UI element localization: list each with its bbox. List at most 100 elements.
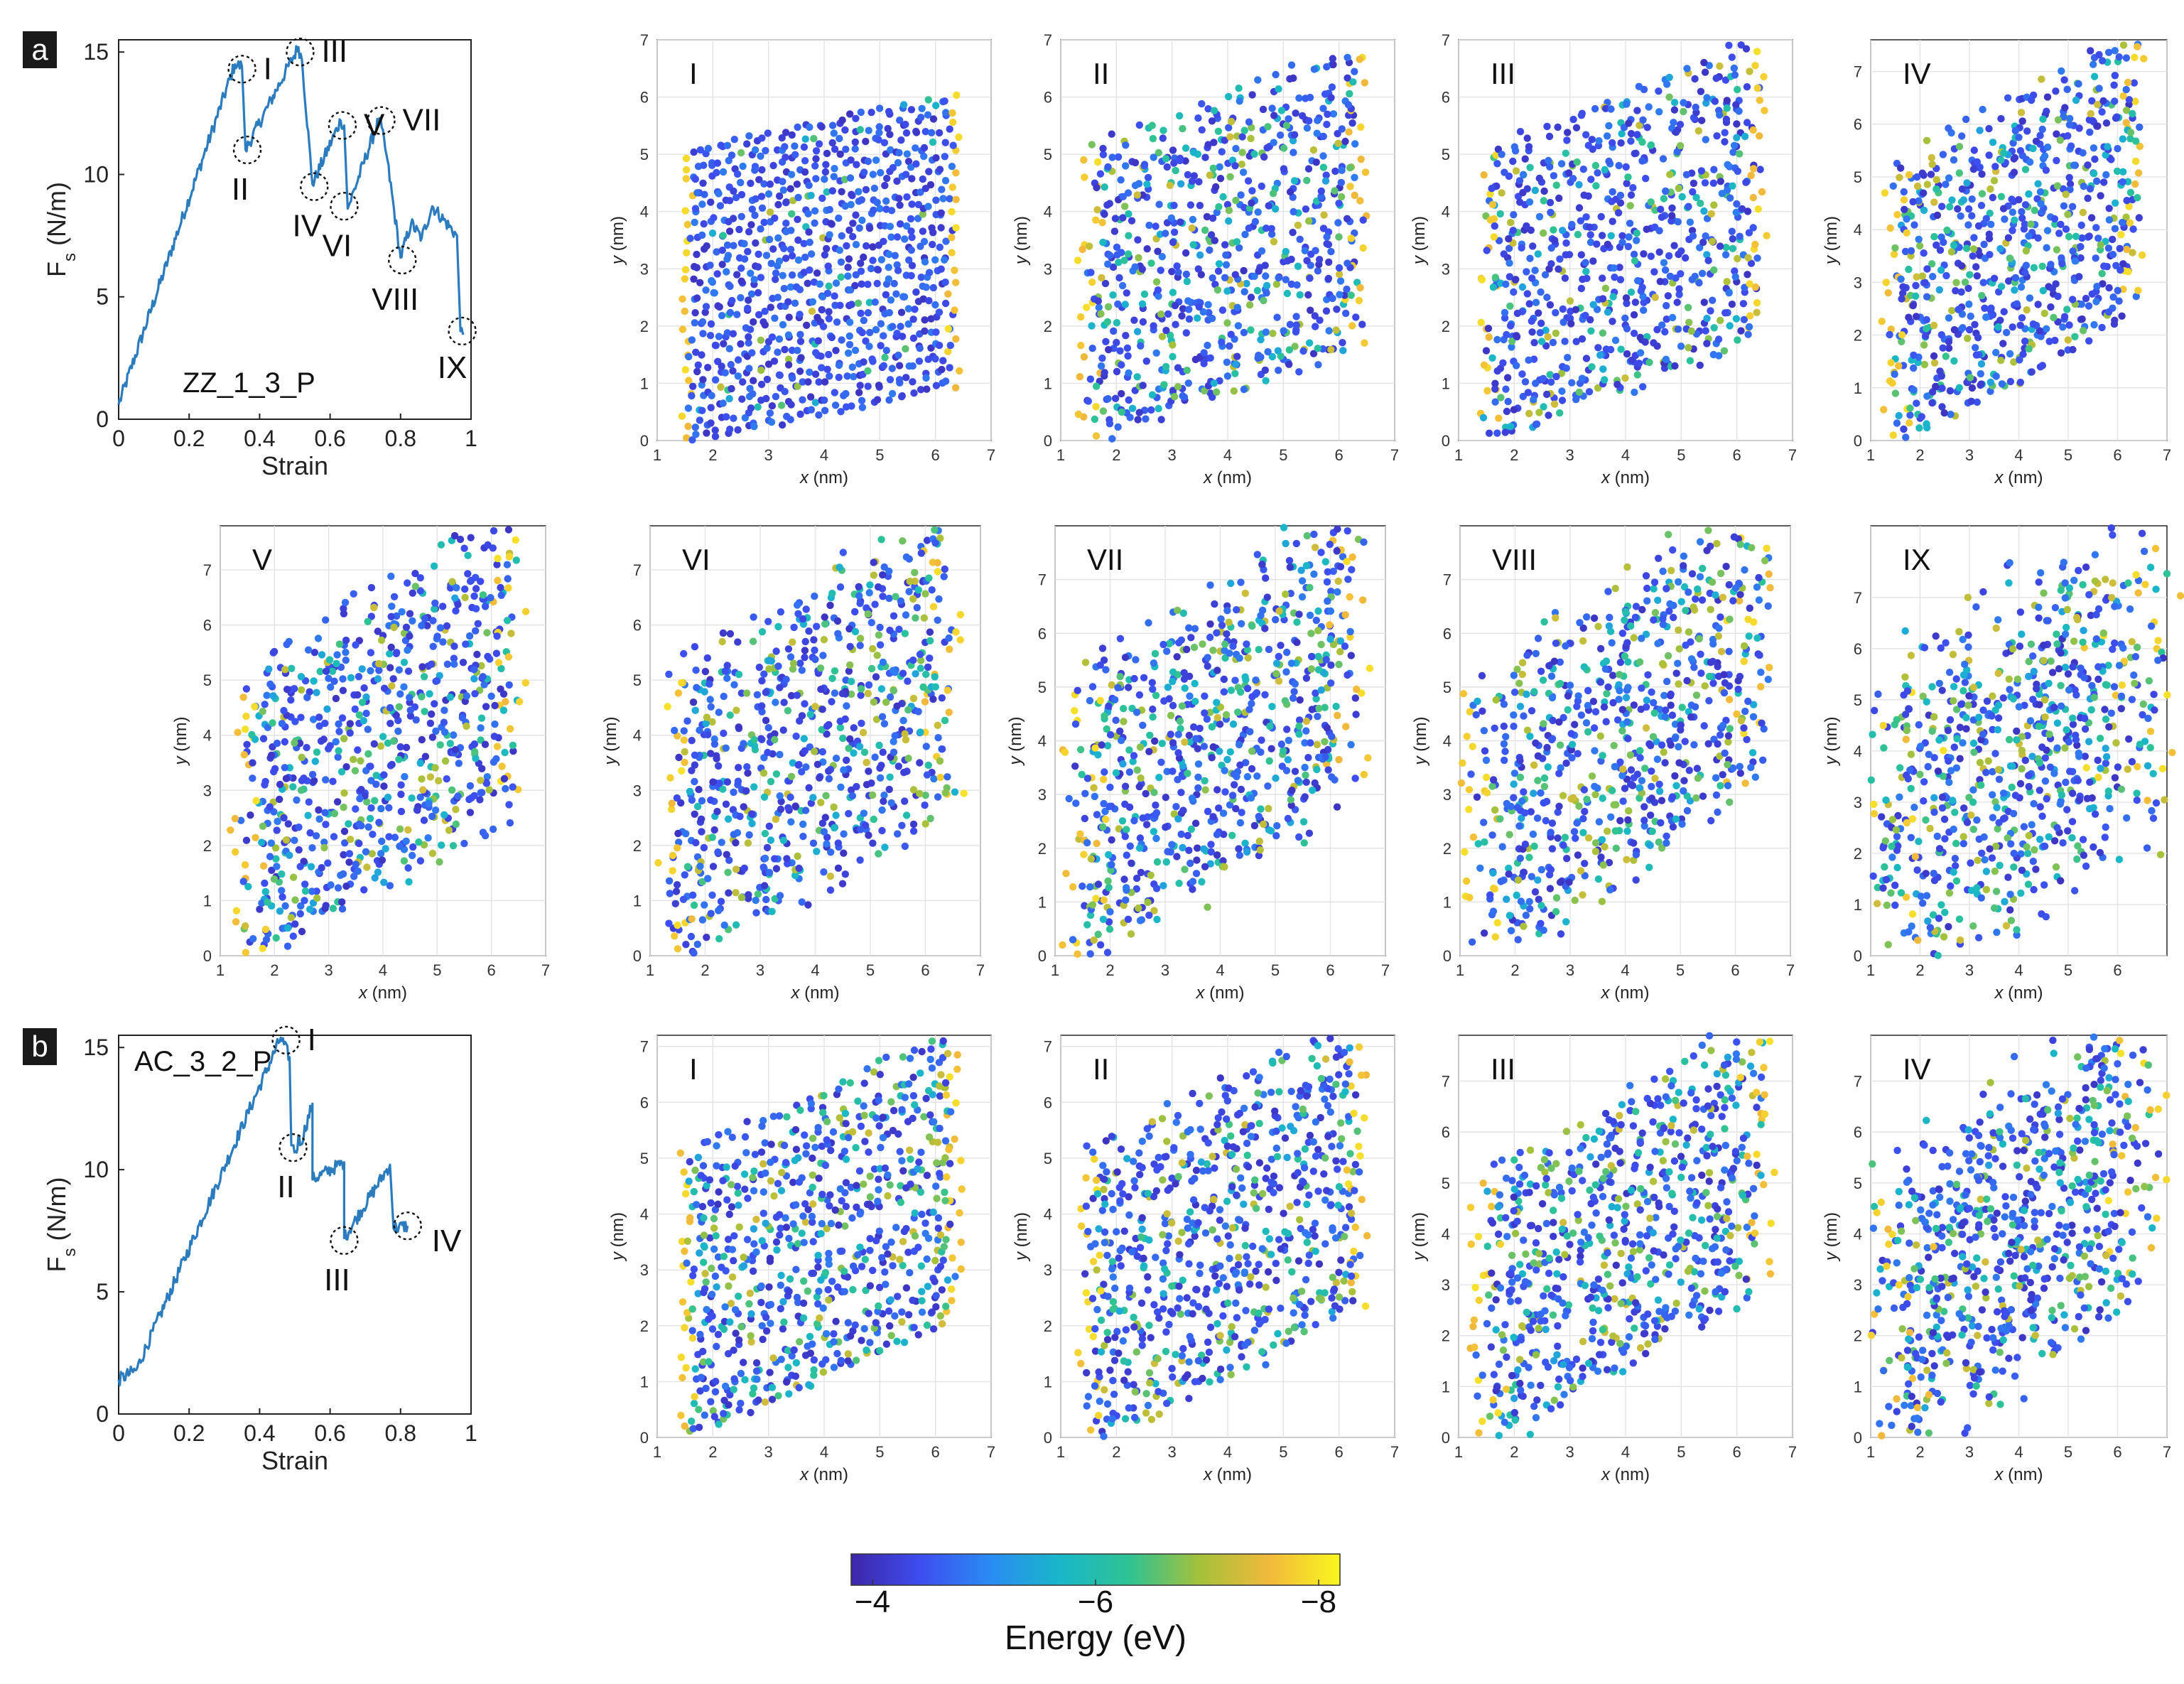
atom	[1958, 185, 1967, 193]
atom	[291, 896, 299, 904]
atom	[2011, 286, 2018, 294]
atom	[1529, 242, 1537, 250]
atom	[742, 689, 751, 697]
atom	[1746, 312, 1754, 320]
atom	[887, 207, 896, 215]
atom	[310, 777, 318, 785]
atom	[856, 600, 864, 608]
atom	[1998, 380, 2006, 388]
atom	[724, 252, 732, 259]
atom	[1300, 839, 1308, 847]
atom	[665, 919, 673, 927]
atom	[1965, 301, 1973, 308]
event-marker-circle	[227, 55, 256, 84]
atom	[864, 309, 872, 317]
atom	[1954, 205, 1962, 213]
atom	[772, 269, 780, 277]
atom	[734, 777, 742, 785]
atom	[322, 776, 330, 784]
atom	[901, 730, 909, 738]
atom	[748, 819, 756, 828]
atom	[1964, 221, 1972, 229]
atom	[1977, 380, 1985, 388]
atom	[1123, 289, 1131, 297]
x-axis-label: x (nm)	[1601, 468, 1650, 487]
atom	[794, 193, 802, 202]
atom	[718, 312, 726, 320]
atom	[938, 694, 946, 702]
atom	[1534, 250, 1542, 258]
atom	[1623, 350, 1631, 358]
atom	[1707, 307, 1714, 315]
atom	[2123, 245, 2131, 254]
atom	[877, 342, 885, 350]
atom	[1158, 333, 1167, 340]
atom	[1923, 180, 1932, 188]
atom	[1115, 259, 1123, 266]
atom	[1523, 185, 1531, 193]
atom	[858, 685, 865, 693]
atom	[726, 282, 734, 291]
atom	[2109, 235, 2117, 244]
atom	[270, 647, 279, 656]
atom	[693, 189, 701, 197]
atom	[1269, 190, 1277, 198]
atom	[377, 742, 385, 750]
atom	[758, 628, 767, 636]
atom	[1676, 141, 1685, 150]
atom	[1552, 181, 1560, 189]
atom	[1125, 369, 1132, 377]
atom	[812, 175, 820, 183]
atom	[919, 210, 927, 218]
atom	[730, 136, 739, 144]
atom	[832, 279, 840, 287]
atom	[1245, 301, 1254, 309]
atom	[707, 796, 715, 804]
atom	[1225, 124, 1233, 131]
atom	[241, 725, 249, 733]
atom	[860, 809, 868, 817]
atom	[1099, 144, 1107, 153]
atom	[856, 382, 864, 389]
atom	[1905, 171, 1913, 179]
atom	[1200, 360, 1208, 367]
atom	[1325, 258, 1333, 266]
atom	[766, 180, 774, 188]
atom	[725, 394, 733, 403]
atom	[2018, 207, 2026, 216]
atom	[723, 413, 730, 421]
atom	[377, 804, 385, 813]
atom	[2092, 224, 2100, 232]
atom	[1240, 126, 1248, 134]
atom	[818, 306, 826, 314]
atom	[1190, 172, 1199, 180]
atom	[1970, 146, 1978, 154]
atom	[729, 215, 737, 222]
atom	[375, 659, 383, 668]
atom	[853, 161, 860, 168]
atom	[858, 328, 866, 337]
atom	[732, 706, 740, 714]
atom	[1987, 220, 1995, 228]
atom	[688, 767, 696, 774]
atom	[2086, 128, 2094, 136]
atom	[1561, 338, 1569, 345]
y-tick-label: 3	[640, 260, 649, 278]
atom	[732, 838, 740, 847]
atom	[934, 721, 942, 729]
atom	[1199, 308, 1207, 316]
atom	[1198, 126, 1206, 134]
atom	[472, 755, 480, 762]
atom	[821, 251, 829, 259]
atom	[1910, 386, 1918, 394]
y-tick-label: 5	[1854, 168, 1862, 186]
atom	[949, 118, 957, 126]
atom	[1968, 212, 1976, 220]
atom	[2056, 136, 2064, 144]
atom	[887, 233, 895, 241]
atom	[2017, 109, 2026, 117]
atom	[1591, 161, 1600, 170]
atom	[1157, 266, 1164, 274]
